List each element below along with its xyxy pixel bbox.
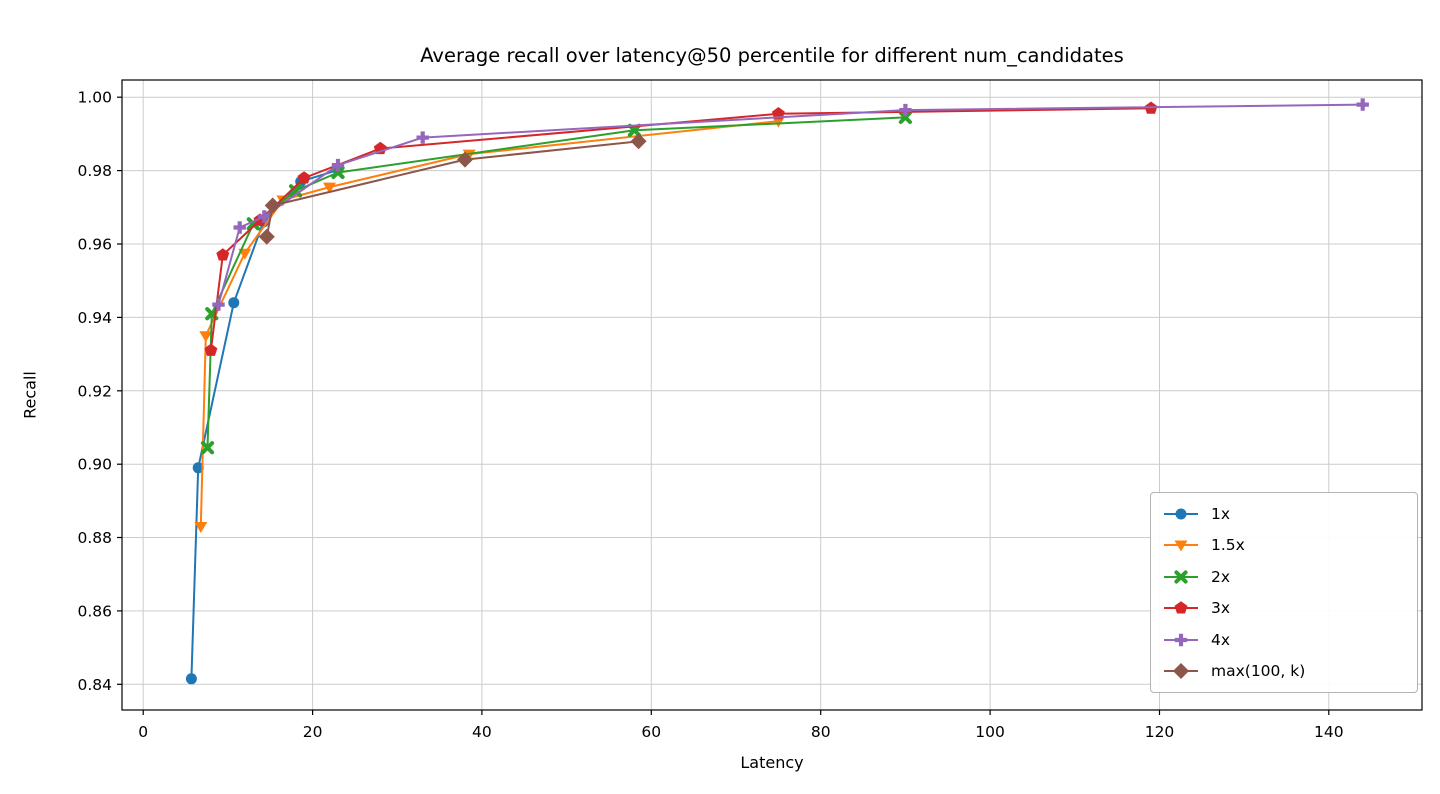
- legend-label: max(100, k): [1211, 662, 1306, 681]
- diamond-marker-icon: [1173, 663, 1189, 680]
- diamond-marker-icon: [457, 151, 473, 168]
- circle-marker-icon: [1175, 508, 1187, 520]
- legend-marker-icon: [1164, 601, 1198, 614]
- x-marker-icon: [200, 441, 215, 455]
- plus-marker-icon: [233, 221, 246, 234]
- triangle-down-marker-icon: [771, 116, 785, 128]
- triangle-down-marker-icon: [323, 182, 336, 194]
- x-tick-label: 80: [811, 723, 831, 741]
- legend-item: 1x: [1161, 498, 1407, 530]
- legend-label: 1.5x: [1211, 536, 1245, 555]
- plus-marker-icon: [416, 131, 429, 144]
- y-tick-label: 0.88: [77, 529, 112, 547]
- axes-frame: [121, 79, 1423, 711]
- triangle-down-marker-icon: [1174, 540, 1188, 552]
- y-tick-label: 0.90: [77, 456, 112, 474]
- plus-marker-icon: [212, 298, 225, 311]
- x-marker-icon: [1174, 570, 1188, 584]
- chart-title: Average recall over latency@50 percentil…: [420, 44, 1124, 67]
- series-4x: [212, 98, 1369, 311]
- legend-swatch: [1161, 534, 1201, 556]
- legend-marker-icon: [1164, 570, 1198, 584]
- triangle-down-marker-icon: [199, 331, 213, 343]
- legend-swatch: [1161, 629, 1201, 651]
- tick-marks: [117, 96, 1330, 715]
- y-tick-label: 1.00: [77, 89, 112, 107]
- pentagon-marker-icon: [204, 343, 218, 356]
- plus-marker-icon: [899, 103, 912, 117]
- x-marker-icon: [898, 110, 912, 124]
- plus-marker-icon: [331, 158, 345, 172]
- pentagon-marker-icon: [1174, 601, 1188, 614]
- legend: 1x 1.5x 2x 3x 4x max(100, k): [1150, 492, 1418, 693]
- legend-marker-icon: [1164, 508, 1198, 520]
- circle-marker-icon: [192, 462, 204, 474]
- diamond-marker-icon: [264, 197, 281, 214]
- plus-marker-icon: [258, 210, 271, 223]
- legend-label: 4x: [1211, 630, 1231, 649]
- legend-swatch: [1161, 597, 1201, 619]
- x-axis-label: Latency: [740, 753, 804, 772]
- y-tick-label: 0.92: [77, 382, 112, 400]
- plus-marker-icon: [1356, 98, 1369, 111]
- legend-marker-icon: [1164, 540, 1198, 552]
- x-tick-label: 0: [138, 723, 148, 741]
- y-tick-label: 0.86: [77, 602, 112, 620]
- legend-item: 3x: [1161, 593, 1407, 625]
- y-tick-label: 0.96: [77, 236, 112, 254]
- series-max-100-k: [258, 133, 647, 245]
- diamond-marker-icon: [630, 133, 647, 150]
- y-tick-label: 0.84: [77, 676, 112, 694]
- triangle-down-marker-icon: [194, 522, 208, 533]
- legend-marker-icon: [1164, 663, 1198, 680]
- x-tick-label: 100: [975, 723, 1005, 741]
- legend-marker-icon: [1164, 633, 1198, 646]
- pentagon-marker-icon: [297, 171, 311, 184]
- legend-label: 1x: [1211, 504, 1231, 523]
- plus-marker-icon: [1174, 633, 1188, 646]
- x-tick-label: 140: [1314, 723, 1344, 741]
- pentagon-marker-icon: [216, 248, 230, 261]
- series-2x: [200, 110, 912, 455]
- legend-item: 1.5x: [1161, 530, 1407, 562]
- x-tick-label: 20: [303, 723, 323, 741]
- y-axis-label: Recall: [20, 371, 40, 419]
- x-tick-label: 60: [641, 723, 661, 741]
- x-tick-label: 120: [1145, 723, 1175, 741]
- legend-label: 3x: [1211, 599, 1231, 618]
- circle-marker-icon: [185, 673, 197, 685]
- legend-item: 4x: [1161, 624, 1407, 656]
- y-tick-label: 0.98: [77, 162, 112, 180]
- series-1-5x: [194, 116, 785, 533]
- legend-swatch: [1161, 566, 1201, 588]
- legend-item: max(100, k): [1161, 656, 1407, 688]
- x-marker-icon: [331, 165, 345, 180]
- legend-label: 2x: [1211, 567, 1231, 586]
- legend-swatch: [1161, 503, 1201, 525]
- circle-marker-icon: [228, 297, 240, 309]
- diamond-marker-icon: [258, 228, 275, 245]
- y-tick-label: 0.94: [77, 309, 112, 327]
- legend-swatch: [1161, 660, 1201, 682]
- x-tick-label: 40: [472, 723, 492, 741]
- legend-item: 2x: [1161, 561, 1407, 593]
